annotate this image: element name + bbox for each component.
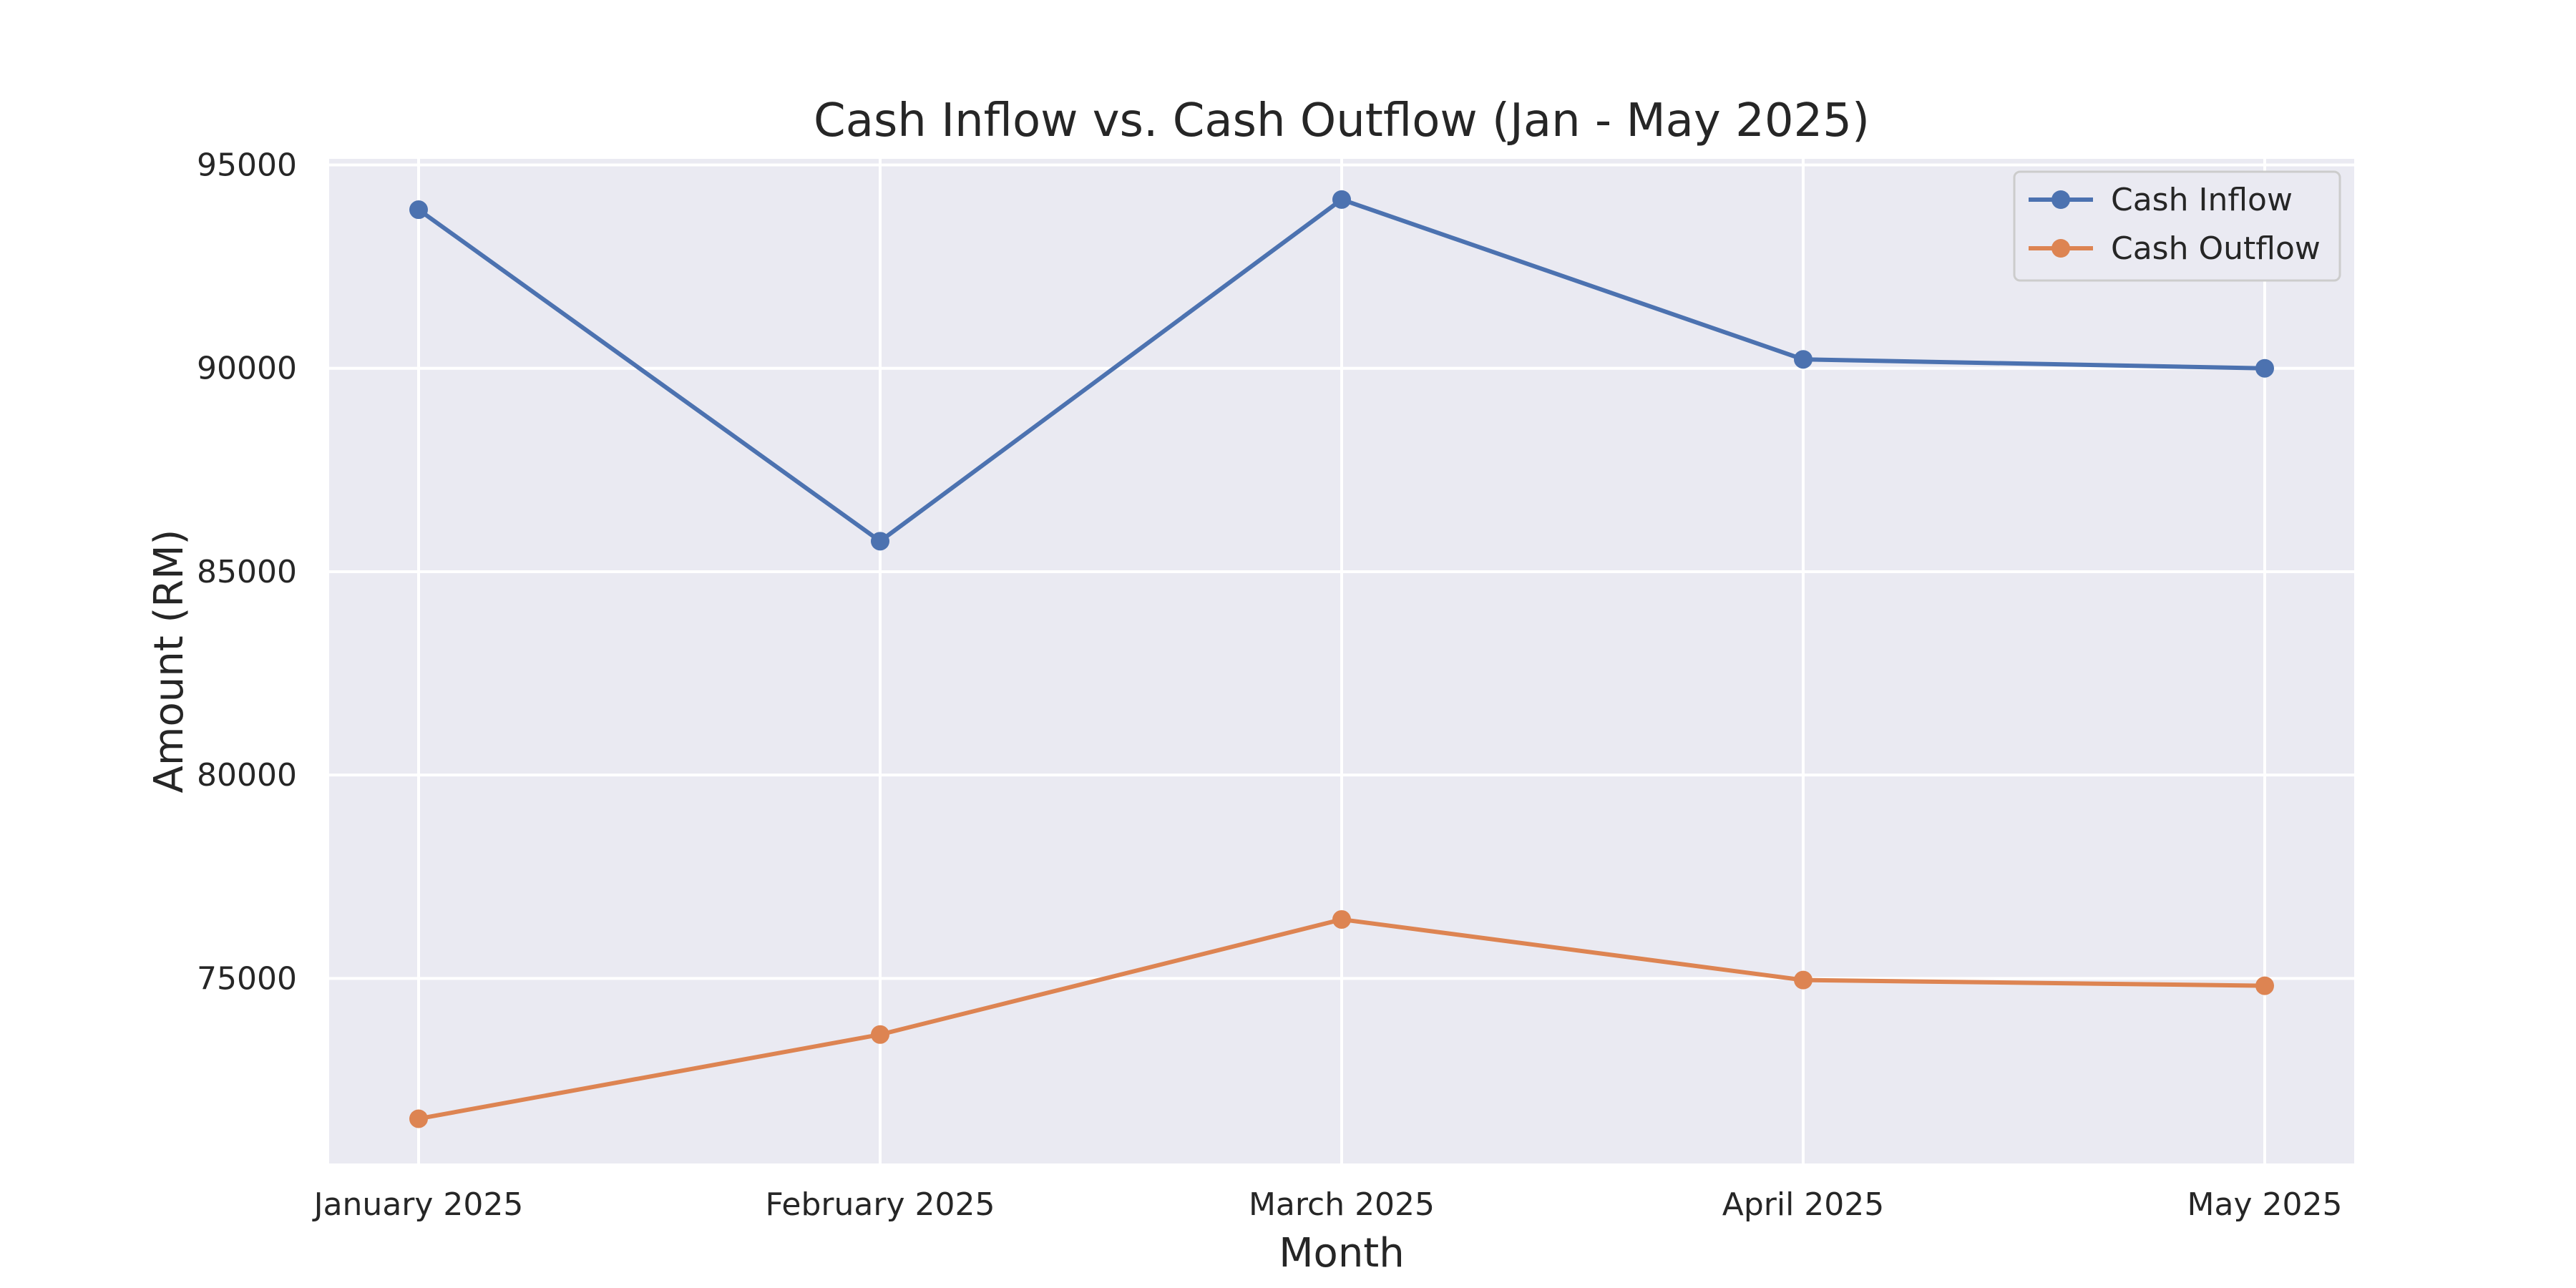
x-tick-label: February 2025: [766, 1186, 995, 1223]
y-tick-label: 75000: [197, 960, 297, 997]
data-point: [409, 200, 428, 220]
data-point: [871, 1025, 889, 1044]
data-point: [1332, 909, 1351, 929]
y-tick-label: 95000: [197, 147, 297, 184]
legend-entry: Cash Inflow: [2029, 182, 2293, 218]
series-layer: [409, 190, 2274, 1128]
x-axis-label: Month: [1279, 1230, 1405, 1277]
data-point: [409, 1109, 428, 1128]
legend-label: Cash Outflow: [2111, 230, 2321, 267]
x-gridlines: [417, 159, 2266, 1163]
data-point: [1794, 350, 1813, 369]
y-tick-label: 90000: [197, 351, 297, 387]
legend-entry: Cash Outflow: [2029, 230, 2321, 267]
data-point: [1794, 970, 1813, 990]
data-point: [2255, 976, 2274, 995]
x-tick-label: April 2025: [1722, 1186, 1885, 1223]
legend: Cash Inflow Cash Outflow: [2013, 170, 2341, 282]
series-1: [409, 909, 2274, 1128]
y-tick-labels: 75000 80000 85000 90000 95000: [197, 147, 297, 997]
x-tick-label: March 2025: [1249, 1186, 1435, 1223]
y-tick-label: 80000: [197, 757, 297, 794]
x-tick-labels: January 2025 February 2025 March 2025 April…: [312, 1186, 2343, 1223]
data-point: [2255, 358, 2274, 378]
y-tick-label: 85000: [197, 554, 297, 590]
legend-marker: [2051, 239, 2070, 258]
data-point: [1332, 190, 1351, 209]
legend-box: [2013, 170, 2341, 282]
series-0: [409, 190, 2274, 551]
data-point: [871, 532, 889, 551]
chart-title: Cash Inflow vs. Cash Outflow (Jan - May …: [814, 94, 1870, 147]
legend-label: Cash Inflow: [2111, 182, 2293, 218]
x-tick-label: May 2025: [2187, 1186, 2343, 1223]
x-tick-label: January 2025: [312, 1186, 524, 1223]
y-axis-label: Amount (RM): [146, 530, 192, 794]
legend-marker: [2051, 190, 2070, 209]
